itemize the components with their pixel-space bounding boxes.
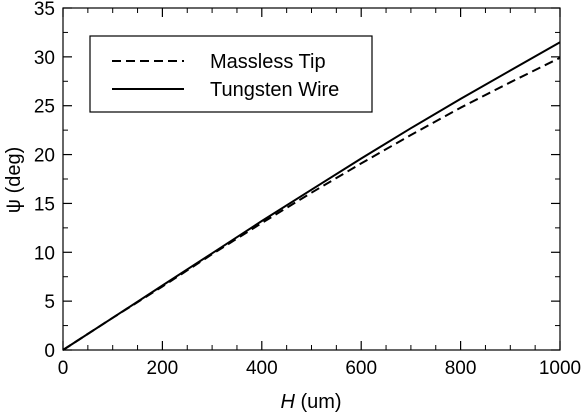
legend-label-massless-tip: Massless Tip bbox=[210, 51, 326, 73]
x-axis-title: H (um) bbox=[280, 391, 341, 413]
minor-ticks bbox=[63, 8, 560, 350]
series-layer bbox=[62, 41, 561, 351]
major-ticks bbox=[62, 7, 561, 351]
y-tick-label: 20 bbox=[34, 146, 55, 167]
y-tick-label: 15 bbox=[34, 194, 55, 215]
y-tick-label: 10 bbox=[34, 243, 55, 264]
x-tick-label: 800 bbox=[445, 358, 477, 379]
series-line-tungsten-wire bbox=[62, 41, 561, 351]
x-tick-labels: 0 200 400 600 800 1000 bbox=[58, 358, 581, 379]
y-tick-label: 35 bbox=[34, 0, 55, 20]
x-tick-label: 400 bbox=[246, 358, 278, 379]
y-tick-label: 0 bbox=[44, 341, 55, 362]
y-tick-labels: 0 5 10 15 20 25 30 35 bbox=[34, 0, 55, 362]
y-axis-title: ψ (deg) bbox=[3, 147, 25, 214]
y-tick-label: 25 bbox=[34, 97, 55, 118]
x-tick-label: 600 bbox=[345, 358, 377, 379]
legend: Massless Tip Tungsten Wire bbox=[89, 35, 373, 113]
y-tick-label: 30 bbox=[34, 48, 55, 69]
y-tick-label: 5 bbox=[44, 292, 55, 313]
x-tick-label: 0 bbox=[58, 358, 69, 379]
legend-box bbox=[89, 35, 373, 113]
x-tick-label: 200 bbox=[147, 358, 179, 379]
x-tick-label: 1000 bbox=[539, 358, 581, 379]
legend-label-tungsten-wire: Tungsten Wire bbox=[210, 79, 339, 101]
